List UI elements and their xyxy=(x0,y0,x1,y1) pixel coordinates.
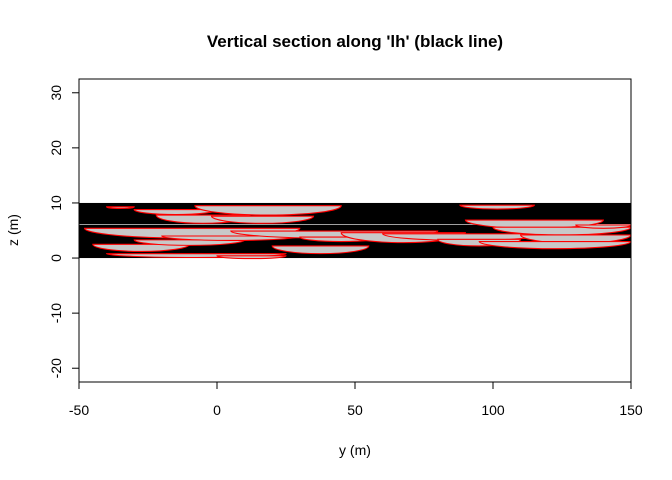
y-tick-label: 10 xyxy=(48,195,64,211)
x-tick-label: -50 xyxy=(69,402,89,418)
y-tick-label: 30 xyxy=(48,85,64,101)
lens xyxy=(216,255,287,260)
y-tick-label: -10 xyxy=(48,303,64,323)
chart-title: Vertical section along 'lh' (black line) xyxy=(207,32,503,51)
lens xyxy=(478,240,631,250)
section-plot-area xyxy=(79,202,631,260)
lens xyxy=(92,243,190,252)
y-tick-label: 0 xyxy=(48,254,64,262)
lens xyxy=(210,215,315,224)
y-tick-label: -20 xyxy=(48,358,64,378)
x-tick-label: 100 xyxy=(481,402,505,418)
y-axis: -20 -10 0 10 20 30 xyxy=(48,85,80,378)
lens xyxy=(459,204,535,210)
lens xyxy=(194,205,342,216)
lens xyxy=(106,206,135,210)
y-tick-label: 20 xyxy=(48,140,64,156)
x-tick-label: 50 xyxy=(347,402,363,418)
lens xyxy=(133,239,246,246)
x-tick-label: 0 xyxy=(213,402,221,418)
lens xyxy=(575,224,631,229)
x-tick-label: 150 xyxy=(619,402,643,418)
lens xyxy=(271,245,370,255)
y-axis-label: z (m) xyxy=(5,214,21,246)
x-axis: -50 0 50 100 150 xyxy=(69,381,643,418)
x-axis-label: y (m) xyxy=(339,442,371,458)
